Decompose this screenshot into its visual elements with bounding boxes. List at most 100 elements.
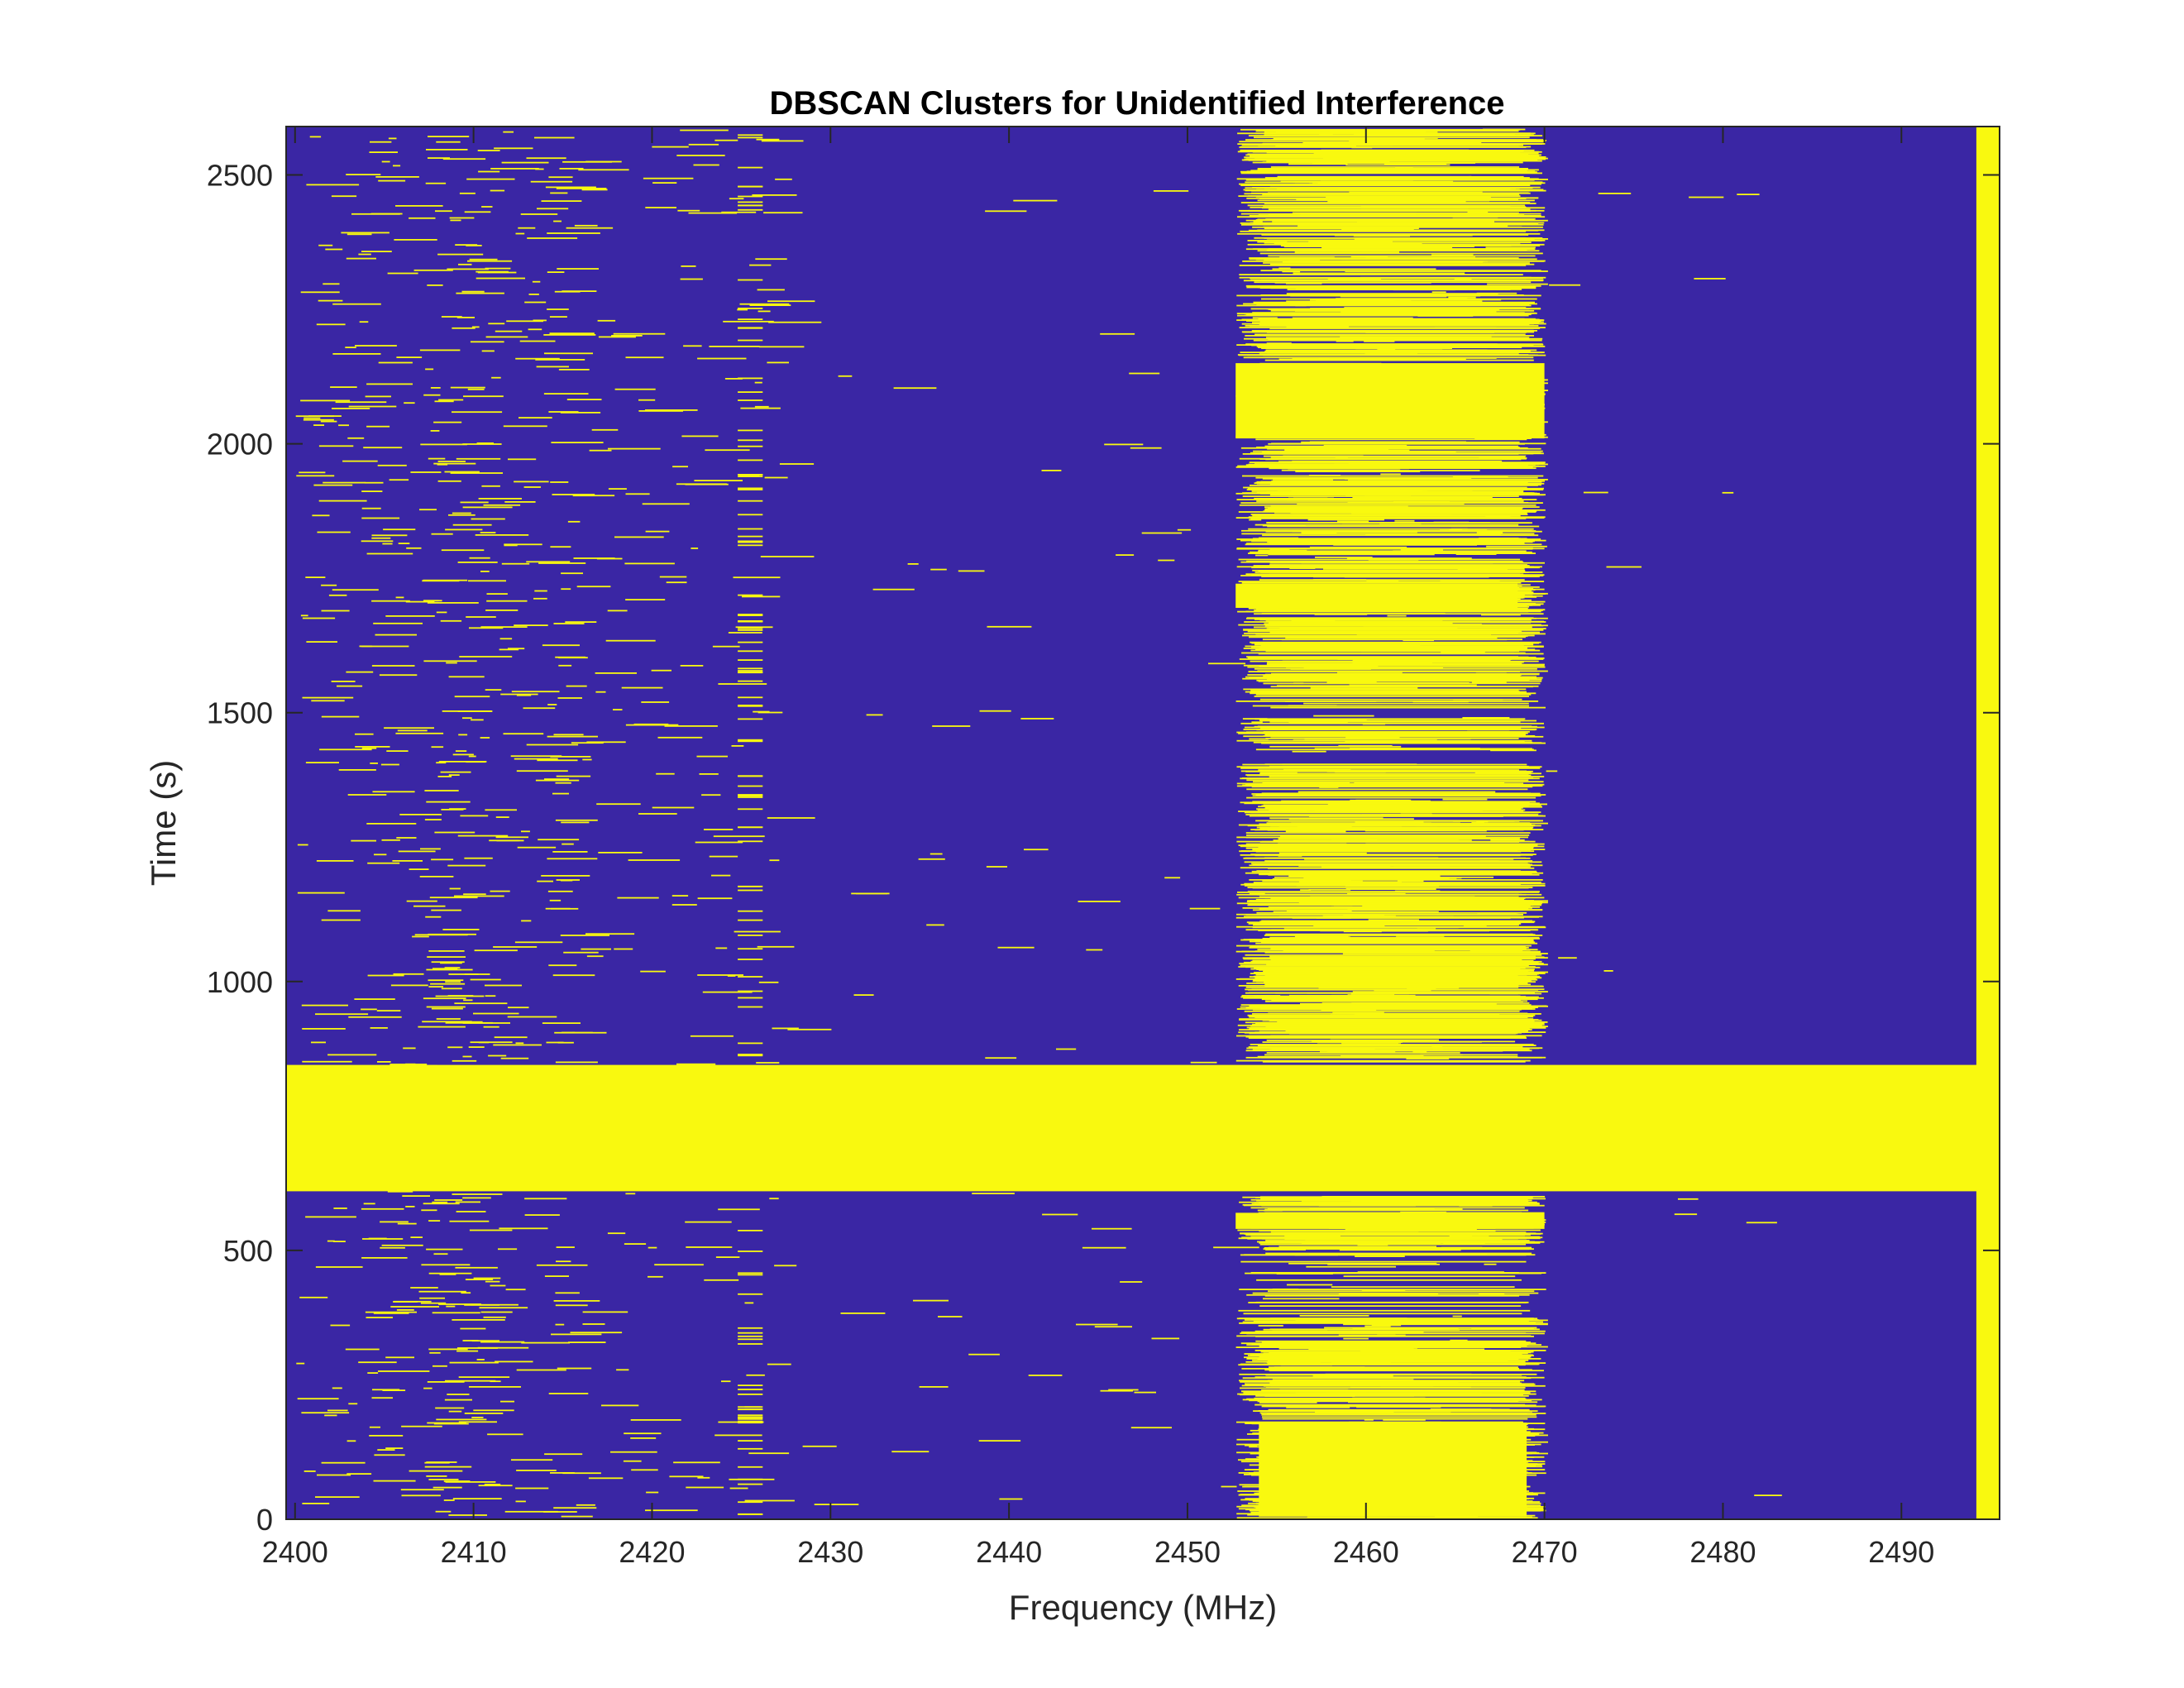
detection-segment	[445, 1481, 496, 1483]
detection-segment	[332, 303, 381, 305]
detection-segment	[455, 244, 478, 246]
detection-segment	[519, 340, 556, 342]
interference-segment	[1265, 458, 1522, 461]
interference-segment	[1264, 506, 1540, 508]
interference-segment	[1236, 836, 1528, 839]
interference-segment	[1329, 1342, 1398, 1344]
detection-segment	[433, 462, 476, 465]
detection-segment	[562, 843, 574, 845]
detection-segment	[331, 195, 357, 198]
interference-segment	[1236, 944, 1532, 947]
detection-segment	[484, 1484, 501, 1485]
interference-segment	[1249, 879, 1543, 881]
interference-segment	[1481, 614, 1521, 616]
detection-segment	[1056, 1048, 1077, 1050]
interference-segment	[1272, 268, 1436, 270]
interference-segment	[1350, 256, 1388, 258]
interference-segment	[1317, 1041, 1399, 1044]
detection-segment	[321, 715, 360, 718]
detection-segment	[648, 1275, 663, 1278]
detection-segment	[738, 429, 763, 432]
interference-segment	[1264, 1369, 1532, 1371]
detection-segment	[381, 160, 390, 163]
detection-segment	[552, 792, 569, 795]
detection-segment	[738, 775, 763, 777]
detection-segment	[738, 667, 763, 670]
interference-segment	[1259, 252, 1543, 255]
interference-segment	[1288, 163, 1348, 165]
y-axis-label: Time (s)	[144, 760, 183, 886]
detection-segment	[435, 995, 485, 997]
interference-segment	[1263, 682, 1541, 685]
detection-segment	[332, 408, 370, 409]
x-tick-label: 2470	[1512, 1535, 1578, 1569]
interference-segment	[1268, 621, 1532, 624]
detection-segment	[430, 430, 440, 432]
detection-segment	[746, 1374, 765, 1376]
detection-segment	[459, 656, 513, 658]
interference-segment	[1286, 910, 1352, 912]
detection-segment	[369, 1426, 380, 1428]
detection-segment	[297, 1398, 339, 1400]
interference-segment	[1268, 553, 1435, 556]
detection-segment	[715, 1256, 740, 1258]
detection-segment	[480, 737, 490, 739]
detection-segment	[435, 1407, 465, 1409]
interference-segment	[1258, 347, 1522, 348]
detection-segment	[680, 278, 703, 280]
interference-segment	[1383, 1419, 1426, 1421]
interference-segment	[1327, 1263, 1440, 1265]
detection-segment	[738, 474, 763, 476]
detection-segment	[327, 1409, 348, 1412]
detection-segment	[693, 164, 719, 166]
interference-segment	[1265, 218, 1536, 220]
detection-segment	[514, 481, 549, 483]
detection-segment	[681, 435, 719, 438]
y-tick-label: 500	[223, 1234, 273, 1268]
detection-segment	[481, 206, 493, 208]
interference-segment	[1266, 332, 1527, 333]
interference-segment	[1297, 938, 1456, 940]
detection-segment	[680, 129, 729, 132]
interference-segment	[1356, 981, 1475, 983]
interference-segment	[1249, 215, 1541, 217]
detection-segment	[367, 974, 404, 977]
interference-segment	[1348, 1401, 1538, 1403]
detection-segment	[567, 520, 581, 523]
detection-segment	[500, 1400, 514, 1403]
interference-segment	[1264, 785, 1543, 787]
interference-segment	[1252, 705, 1529, 707]
interference-segment	[1308, 1348, 1485, 1351]
interference-segment	[1241, 223, 1544, 226]
detection-segment	[985, 210, 1027, 213]
detection-segment	[1546, 770, 1558, 772]
interference-segment	[1248, 516, 1261, 519]
detection-segment	[504, 1510, 558, 1513]
interference-segment	[1362, 1346, 1548, 1348]
detection-segment	[427, 602, 479, 604]
interference-segment	[1249, 519, 1262, 521]
detection-segment	[328, 594, 347, 596]
y-tick-label: 2500	[207, 159, 273, 193]
interference-segment	[1470, 1322, 1480, 1325]
detection-segment	[738, 318, 763, 320]
interference-segment	[1251, 344, 1534, 347]
interference-segment	[1317, 1000, 1405, 1002]
interference-segment	[1259, 1355, 1525, 1357]
interference-segment	[1257, 241, 1288, 243]
interference-segment	[1265, 650, 1520, 653]
interference-segment	[1247, 204, 1526, 207]
interference-segment	[1490, 749, 1536, 752]
detection-segment	[1024, 849, 1049, 851]
interference-segment	[1262, 451, 1456, 452]
detection-segment	[455, 750, 467, 752]
detection-segment	[478, 498, 522, 500]
interference-segment	[1252, 322, 1540, 323]
interference-segment	[1264, 860, 1533, 862]
interference-segment	[1321, 1009, 1377, 1011]
detection-segment	[428, 950, 465, 952]
detection-segment	[738, 910, 763, 912]
interference-segment	[1269, 642, 1382, 643]
interference-segment	[1360, 155, 1424, 157]
detection-segment	[515, 1487, 549, 1490]
